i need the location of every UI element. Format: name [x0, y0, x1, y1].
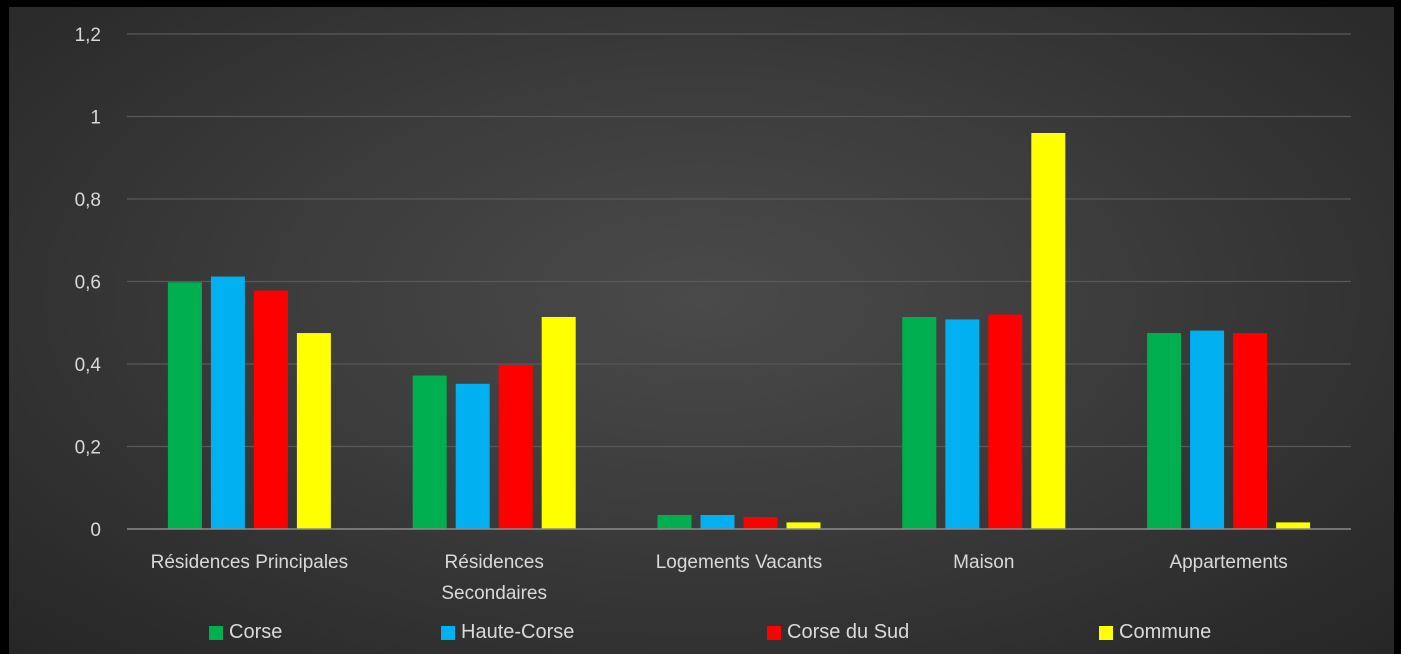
legend-label: Haute-Corse — [461, 621, 575, 643]
bar — [498, 364, 533, 529]
bar — [167, 282, 202, 529]
x-tick-label: Appartements — [1169, 552, 1287, 573]
legend-swatch — [441, 625, 455, 640]
legend-swatch — [1099, 625, 1113, 640]
x-tick-label: Résidences Principales — [151, 552, 349, 573]
legend-label: Commune — [1119, 621, 1212, 643]
y-tick-label: 0,6 — [75, 273, 101, 294]
bar — [1031, 133, 1066, 529]
bar — [253, 290, 288, 529]
gridlines — [127, 33, 1351, 448]
x-tick-label: Logements Vacants — [656, 552, 823, 573]
bar — [1233, 333, 1268, 529]
bar — [700, 514, 735, 529]
y-tick-label: 1 — [90, 108, 101, 129]
bar — [786, 522, 821, 529]
legend-swatch — [767, 625, 781, 640]
legend-item: Corse — [209, 621, 282, 644]
bar — [945, 319, 980, 529]
bars — [167, 133, 1311, 529]
bar — [541, 316, 576, 529]
x-tick-label: Maison — [953, 552, 1014, 573]
y-tick-label: 0,2 — [75, 438, 101, 459]
y-tick-label: 0,8 — [75, 190, 101, 211]
y-tick-label: 0 — [90, 520, 101, 541]
bar — [412, 375, 447, 529]
bar — [988, 314, 1023, 529]
bar — [1276, 522, 1311, 529]
legend-label: Corse du Sud — [787, 621, 910, 643]
legend-label: Corse — [229, 621, 283, 643]
legend-item: Corse du Sud — [767, 621, 909, 644]
category-labels: Résidences Principales Résidences Secondai… — [151, 552, 1288, 604]
bar — [657, 514, 692, 529]
legend-item: Commune — [1099, 621, 1211, 644]
legend-swatch — [209, 625, 223, 640]
legend-item: Haute-Corse — [441, 621, 574, 644]
bar — [296, 333, 331, 529]
bar — [902, 316, 937, 529]
bar — [455, 383, 490, 529]
bar — [1190, 330, 1225, 529]
y-tick-label: 0,4 — [75, 355, 102, 376]
bar — [210, 276, 245, 529]
y-tick-label: 1,2 — [75, 25, 101, 46]
bar-chart: 0 0,2 0,4 0,6 0,8 1 1,2 Résidences Principales… — [75, 25, 1351, 604]
y-axis-ticks: 0 0,2 0,4 0,6 0,8 1 1,2 — [75, 25, 102, 541]
bar — [743, 517, 778, 529]
bar — [1147, 333, 1182, 529]
x-tick-label: Résidences Secondaires — [441, 552, 547, 604]
legend: Corse Haute-Corse Corse du Sud Commune — [9, 621, 1394, 653]
